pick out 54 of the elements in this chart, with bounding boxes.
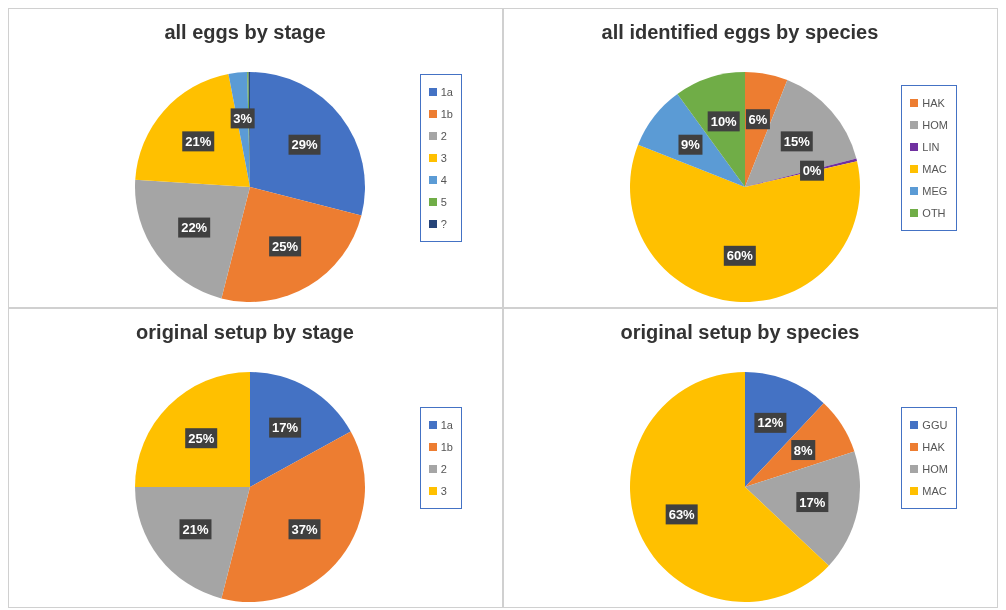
chart-title: all identified eggs by species (600, 21, 880, 44)
legend-label: 1a (440, 419, 453, 431)
legend-label: 2 (440, 463, 447, 475)
chart-title: original setup by species (619, 321, 861, 344)
data-label: 25% (188, 430, 215, 446)
data-label: 21% (182, 521, 209, 537)
legend-label: ? (440, 218, 447, 230)
legend-label: 2 (440, 130, 447, 142)
legend-label: 1b (440, 108, 453, 120)
pie-slice (135, 372, 250, 487)
legend-label: HAK (922, 97, 945, 109)
legend-label: MEG (922, 185, 948, 197)
data-label: 10% (710, 113, 738, 129)
legend-label: OTH (922, 207, 946, 219)
data-label: 15% (783, 133, 811, 149)
data-label: 37% (291, 521, 318, 537)
data-label: 17% (799, 494, 826, 510)
legend-label: 3 (440, 485, 447, 497)
pie-slice (250, 72, 365, 216)
legend-label: GGU (922, 419, 948, 431)
legend-label: 5 (440, 196, 447, 208)
legend-label: HAK (922, 441, 945, 453)
pie-slice (221, 187, 362, 302)
data-label: 21% (185, 133, 212, 149)
data-label: 9% (681, 137, 701, 153)
pie-slice (135, 74, 250, 187)
legend-label: 4 (440, 174, 447, 186)
data-label: 60% (726, 248, 754, 264)
legend-label: MAC (922, 163, 947, 175)
pie-slice (135, 487, 250, 599)
pie-slice (630, 372, 829, 602)
legend-label: 3 (440, 152, 447, 164)
chart-title: original setup by stage (135, 321, 355, 344)
data-label: 6% (748, 111, 768, 127)
legend-label: HOM (922, 119, 948, 131)
data-label: 63% (668, 506, 696, 522)
legend-label: HOM (922, 463, 948, 475)
data-label: 17% (272, 420, 299, 436)
chart-title: all eggs by stage (163, 21, 327, 44)
data-label: 3% (233, 110, 253, 126)
pie-slice (250, 372, 351, 487)
legend-label: LIN (922, 141, 940, 153)
legend-label: 1a (440, 86, 453, 98)
pie-slice (638, 93, 745, 187)
data-label: 29% (291, 137, 318, 153)
data-label: 22% (181, 220, 208, 236)
data-label: 25% (272, 238, 299, 254)
data-label: 12% (757, 415, 784, 431)
pie-slice (135, 179, 250, 299)
pie-slice (221, 431, 365, 602)
legend-label: 1b (440, 441, 453, 453)
legend-label: MAC (922, 485, 947, 497)
data-label: 0% (802, 163, 822, 179)
data-label: 8% (793, 442, 814, 458)
